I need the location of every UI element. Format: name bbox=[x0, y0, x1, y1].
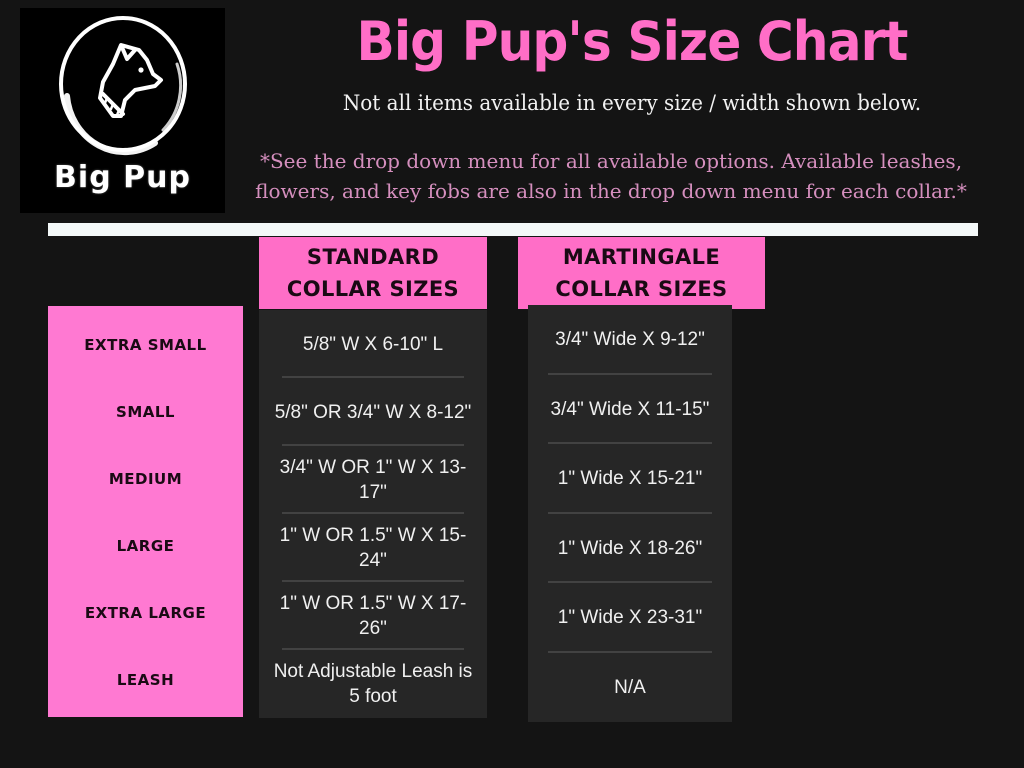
page-subtitle: Not all items available in every size / … bbox=[342, 91, 922, 115]
page-header: Big Pup Big Pup's Size Chart Not all ite… bbox=[0, 0, 1024, 236]
size-label-leash: LEASH bbox=[116, 670, 175, 689]
column-header-martingale-line1: MARTINGALE bbox=[562, 245, 721, 269]
table-cell-martingale-extra-small: 3/4" Wide X 9-12" bbox=[528, 305, 732, 375]
brand-logo: Big Pup bbox=[20, 8, 225, 213]
column-header-standard-line2: COLLAR SIZES bbox=[286, 277, 460, 301]
table-cell-martingale-extra-large: 1" Wide X 23-31" bbox=[528, 583, 732, 653]
table-cell-martingale-leash: N/A bbox=[614, 676, 646, 698]
table-cell-standard-leash: Not Adjustable Leash is 5 foot bbox=[273, 661, 473, 707]
size-label-extra-large: EXTRA LARGE bbox=[84, 603, 207, 622]
column-header-martingale: MARTINGALE COLLAR SIZES bbox=[518, 237, 765, 309]
column-header-martingale-line2: COLLAR SIZES bbox=[555, 277, 728, 301]
header-divider bbox=[48, 223, 978, 236]
table-cell-martingale-medium: 1" Wide X 15-21" bbox=[528, 444, 732, 514]
brand-wordmark: Big Pup bbox=[54, 160, 191, 195]
size-label-column: EXTRA SMALL SMALL MEDIUM LARGE EXTRA LAR… bbox=[48, 306, 243, 717]
table-cell-standard-small: 5/8" OR 3/4" W X 8-12" bbox=[259, 378, 487, 446]
table-cell-martingale-large: 1" Wide X 18-26" bbox=[528, 514, 732, 584]
column-header-standard: STANDARD COLLAR SIZES bbox=[259, 237, 487, 309]
martingale-collar-values-column: 3/4" Wide X 9-12" 3/4" Wide X 11-15" 1" … bbox=[528, 305, 732, 722]
size-label-extra-small: EXTRA SMALL bbox=[84, 335, 207, 354]
column-header-standard-line1: STANDARD bbox=[306, 245, 440, 269]
page-title: Big Pup's Size Chart bbox=[356, 10, 908, 73]
table-cell-standard-extra-small: 5/8" W X 6-10" L bbox=[259, 310, 487, 378]
standard-collar-values-column: 5/8" W X 6-10" L 5/8" OR 3/4" W X 8-12" … bbox=[259, 310, 487, 718]
size-label-large: LARGE bbox=[116, 536, 175, 555]
table-cell-standard-large: 1" W OR 1.5" W X 15-24" bbox=[259, 514, 487, 582]
size-label-small: SMALL bbox=[116, 402, 175, 421]
size-label-medium: MEDIUM bbox=[108, 469, 183, 488]
table-cell-standard-medium: 3/4" W OR 1" W X 13-17" bbox=[259, 446, 487, 514]
table-cell-martingale-small: 3/4" Wide X 11-15" bbox=[528, 375, 732, 445]
table-cell-standard-extra-large: 1" W OR 1.5" W X 17-26" bbox=[259, 582, 487, 650]
dropdown-menu-note: *See the drop down menu for all availabl… bbox=[255, 149, 967, 203]
dog-head-circle-icon bbox=[43, 12, 203, 164]
